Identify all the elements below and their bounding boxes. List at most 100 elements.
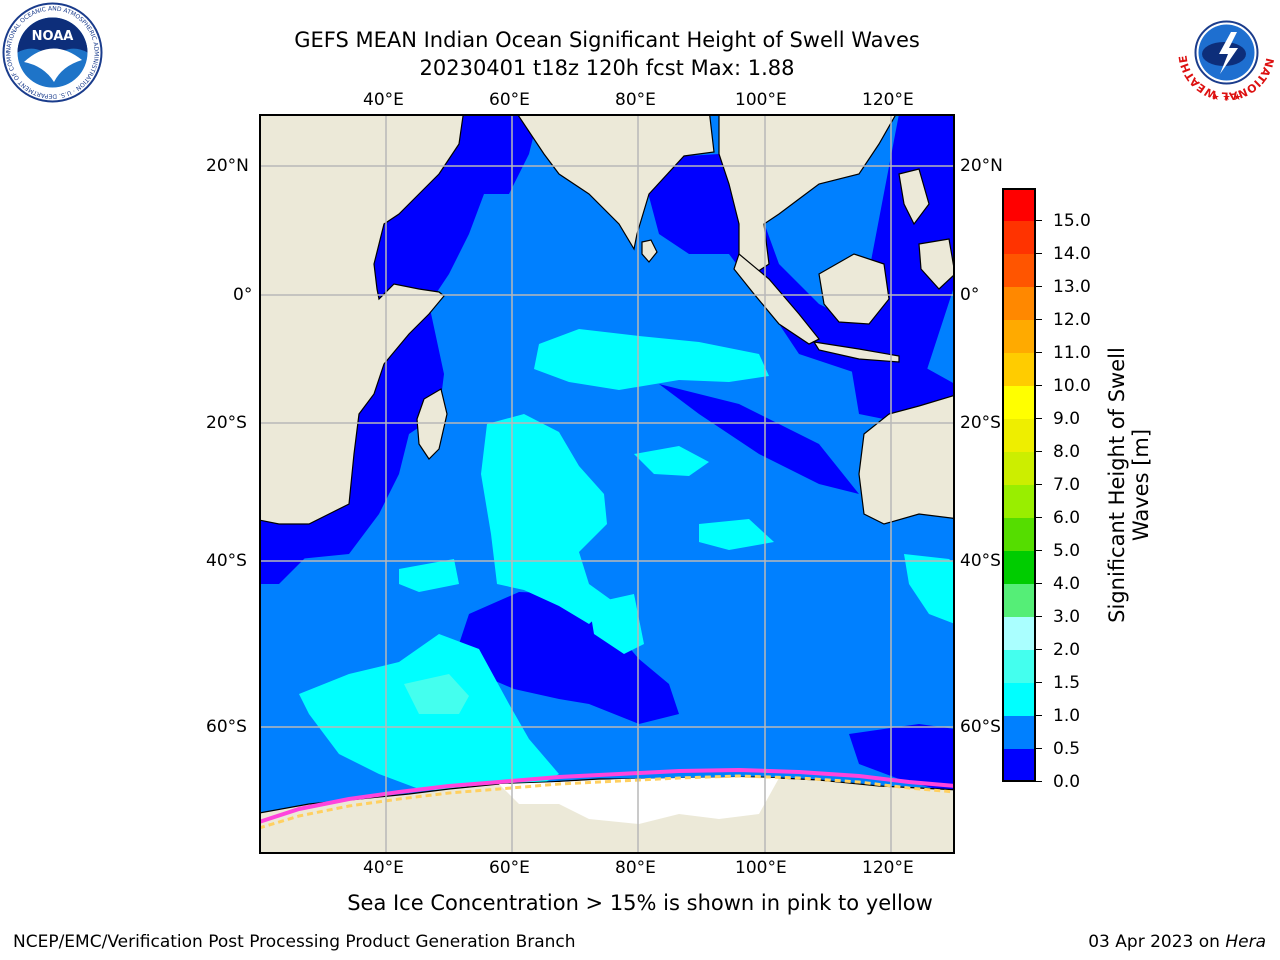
colorbar-tick-label: 11.0 [1053, 343, 1091, 363]
sea-ice-edge-yellow [260, 774, 954, 830]
colorbar-label-line2: Waves [m] [1129, 428, 1153, 542]
colorbar-tick-mark [1036, 781, 1042, 782]
lat-label-right-20n: 20°N [960, 156, 1003, 176]
colorbar-tick-label: 6.0 [1053, 508, 1081, 528]
colorbar-bin-7-8 [1002, 452, 1036, 485]
noaa-logo: NATIONAL OCEANIC AND ATMOSPHERIC ADMINIS… [0, 0, 103, 103]
colorbar-bin-1-1.5 [1002, 683, 1036, 716]
lat-label-left-20s: 20°S [206, 413, 247, 433]
ocean-swell-0-0.5-south-central [459, 592, 679, 724]
ocean-swell-1.0-1.5-tropical [534, 329, 769, 390]
colorbar-tick-label: 9.0 [1053, 409, 1081, 429]
colorbar-label-line1: Significant Height of Swell [1105, 347, 1129, 623]
chart-subtitle: 20230401 t18z 120h fcst Max: 1.88 [419, 56, 795, 80]
sea-ice-area [499, 777, 779, 824]
land [260, 115, 954, 853]
colorbar-tick-mark [1036, 748, 1042, 749]
colorbar-bin-0.5-1 [1002, 716, 1036, 749]
colorbar-tick-mark [1036, 319, 1042, 320]
colorbar-tick-label: 7.0 [1053, 475, 1081, 495]
ocean-swell-0-0.5-bengal [639, 115, 954, 394]
lon-label-bottom-100e: 100°E [735, 858, 787, 878]
colorbar-tick-label: 3.0 [1053, 607, 1081, 627]
colorbar-tick-mark [1036, 550, 1042, 551]
colorbar-tick-mark [1036, 517, 1042, 518]
colorbar-bin-11-12 [1002, 320, 1036, 353]
colorbar-tick-label: 12.0 [1053, 310, 1091, 330]
colorbar-tick-mark [1036, 220, 1042, 221]
colorbar-tick-label: 1.0 [1053, 706, 1081, 726]
lon-label-bottom-60e: 60°E [489, 858, 530, 878]
ocean-swell-0-0.5-central-band [659, 384, 859, 494]
ocean-swell-0-0.5-southeast [849, 724, 954, 794]
colorbar-tick-label: 1.5 [1053, 673, 1081, 693]
lat-label-left-60s: 60°S [206, 717, 247, 737]
ocean-swell-1.0-1.5-west [399, 559, 459, 592]
colorbar-bin-8-9 [1002, 419, 1036, 452]
lat-label-left-40s: 40°S [206, 551, 247, 571]
colorbar-tick-mark [1036, 451, 1042, 452]
ocean-swell-1.0-1.5-east [904, 554, 954, 624]
colorbar-bin-5-6 [1002, 518, 1036, 551]
colorbar [1002, 188, 1036, 782]
colorbar-tick-mark [1036, 616, 1042, 617]
ocean-swell-1.0-1.5-east-mid [699, 519, 774, 550]
colorbar-tick-label: 8.0 [1053, 442, 1081, 462]
lat-label-right-60s: 60°S [960, 717, 1001, 737]
footer-host: Hera [1225, 932, 1266, 952]
colorbar-bin-9-10 [1002, 386, 1036, 419]
footer-credit: NCEP/EMC/Verification Post Processing Pr… [13, 932, 576, 952]
colorbar-tick-mark [1036, 715, 1042, 716]
svg-text:★ ★ ★: ★ ★ ★ [1212, 93, 1242, 103]
lat-label-right-20s: 20°S [960, 413, 1001, 433]
lon-label-top-80e: 80°E [615, 90, 656, 110]
map-frame [259, 114, 955, 854]
colorbar-tick-label: 0.5 [1053, 739, 1081, 759]
chart-title: GEFS MEAN Indian Ocean Significant Heigh… [294, 28, 920, 52]
colorbar-tick-label: 5.0 [1053, 541, 1081, 561]
colorbar-tick-mark [1036, 583, 1042, 584]
colorbar-bin-3-4 [1002, 584, 1036, 617]
colorbar-bin-13-14 [1002, 254, 1036, 287]
ocean-swell-1.5-2.0 [404, 674, 469, 714]
colorbar-bin-1.5-2 [1002, 650, 1036, 683]
colorbar-tick-mark [1036, 286, 1042, 287]
colorbar-tick-label: 14.0 [1053, 244, 1091, 264]
sea-ice-edge-pink [260, 767, 954, 824]
footer-date-text: 03 Apr 2023 on [1088, 932, 1226, 952]
footer-date: 03 Apr 2023 on Hera [1088, 932, 1266, 952]
colorbar-bin-15-16 [1002, 188, 1036, 221]
colorbar-tick-mark [1036, 682, 1042, 683]
ocean-swell-1.0-1.5-south-mid [589, 594, 644, 654]
colorbar-bin-14-15 [1002, 221, 1036, 254]
nws-logo: NATIONAL WEATHER SERVICE ★ ★ ★ [1172, 0, 1277, 103]
ocean-swell-1.0-1.5-mid [634, 446, 709, 476]
lon-label-top-60e: 60°E [489, 90, 530, 110]
lat-label-left-0: 0° [233, 285, 253, 305]
colorbar-bin-12-13 [1002, 287, 1036, 320]
colorbar-tick-mark [1036, 253, 1042, 254]
colorbar-bin-10-11 [1002, 353, 1036, 386]
lon-label-bottom-80e: 80°E [615, 858, 656, 878]
colorbar-tick-mark [1036, 649, 1042, 650]
colorbar-swatches [1002, 188, 1036, 782]
lon-label-top-40e: 40°E [363, 90, 404, 110]
colorbar-bin-0-0.5 [1002, 749, 1036, 782]
colorbar-bin-6-7 [1002, 485, 1036, 518]
colorbar-tick-label: 10.0 [1053, 376, 1091, 396]
lat-label-left-20n: 20°N [206, 156, 249, 176]
lat-label-right-0: 0° [960, 285, 980, 305]
lat-label-right-40s: 40°S [960, 551, 1001, 571]
colorbar-tick-mark [1036, 418, 1042, 419]
colorbar-tick-label: 15.0 [1053, 211, 1091, 231]
lon-label-top-120e: 120°E [862, 90, 914, 110]
colorbar-bin-2-3 [1002, 617, 1036, 650]
colorbar-tick-label: 0.0 [1053, 772, 1081, 792]
ocean-swell-1.0-1.5-central [481, 414, 614, 624]
gridlines [260, 115, 954, 853]
lon-label-bottom-120e: 120°E [862, 858, 914, 878]
colorbar-tick-label: 4.0 [1053, 574, 1081, 594]
colorbar-tick-mark [1036, 484, 1042, 485]
sea-ice-caption: Sea Ice Concentration > 15% is shown in … [347, 891, 933, 915]
colorbar-tick-label: 2.0 [1053, 640, 1081, 660]
